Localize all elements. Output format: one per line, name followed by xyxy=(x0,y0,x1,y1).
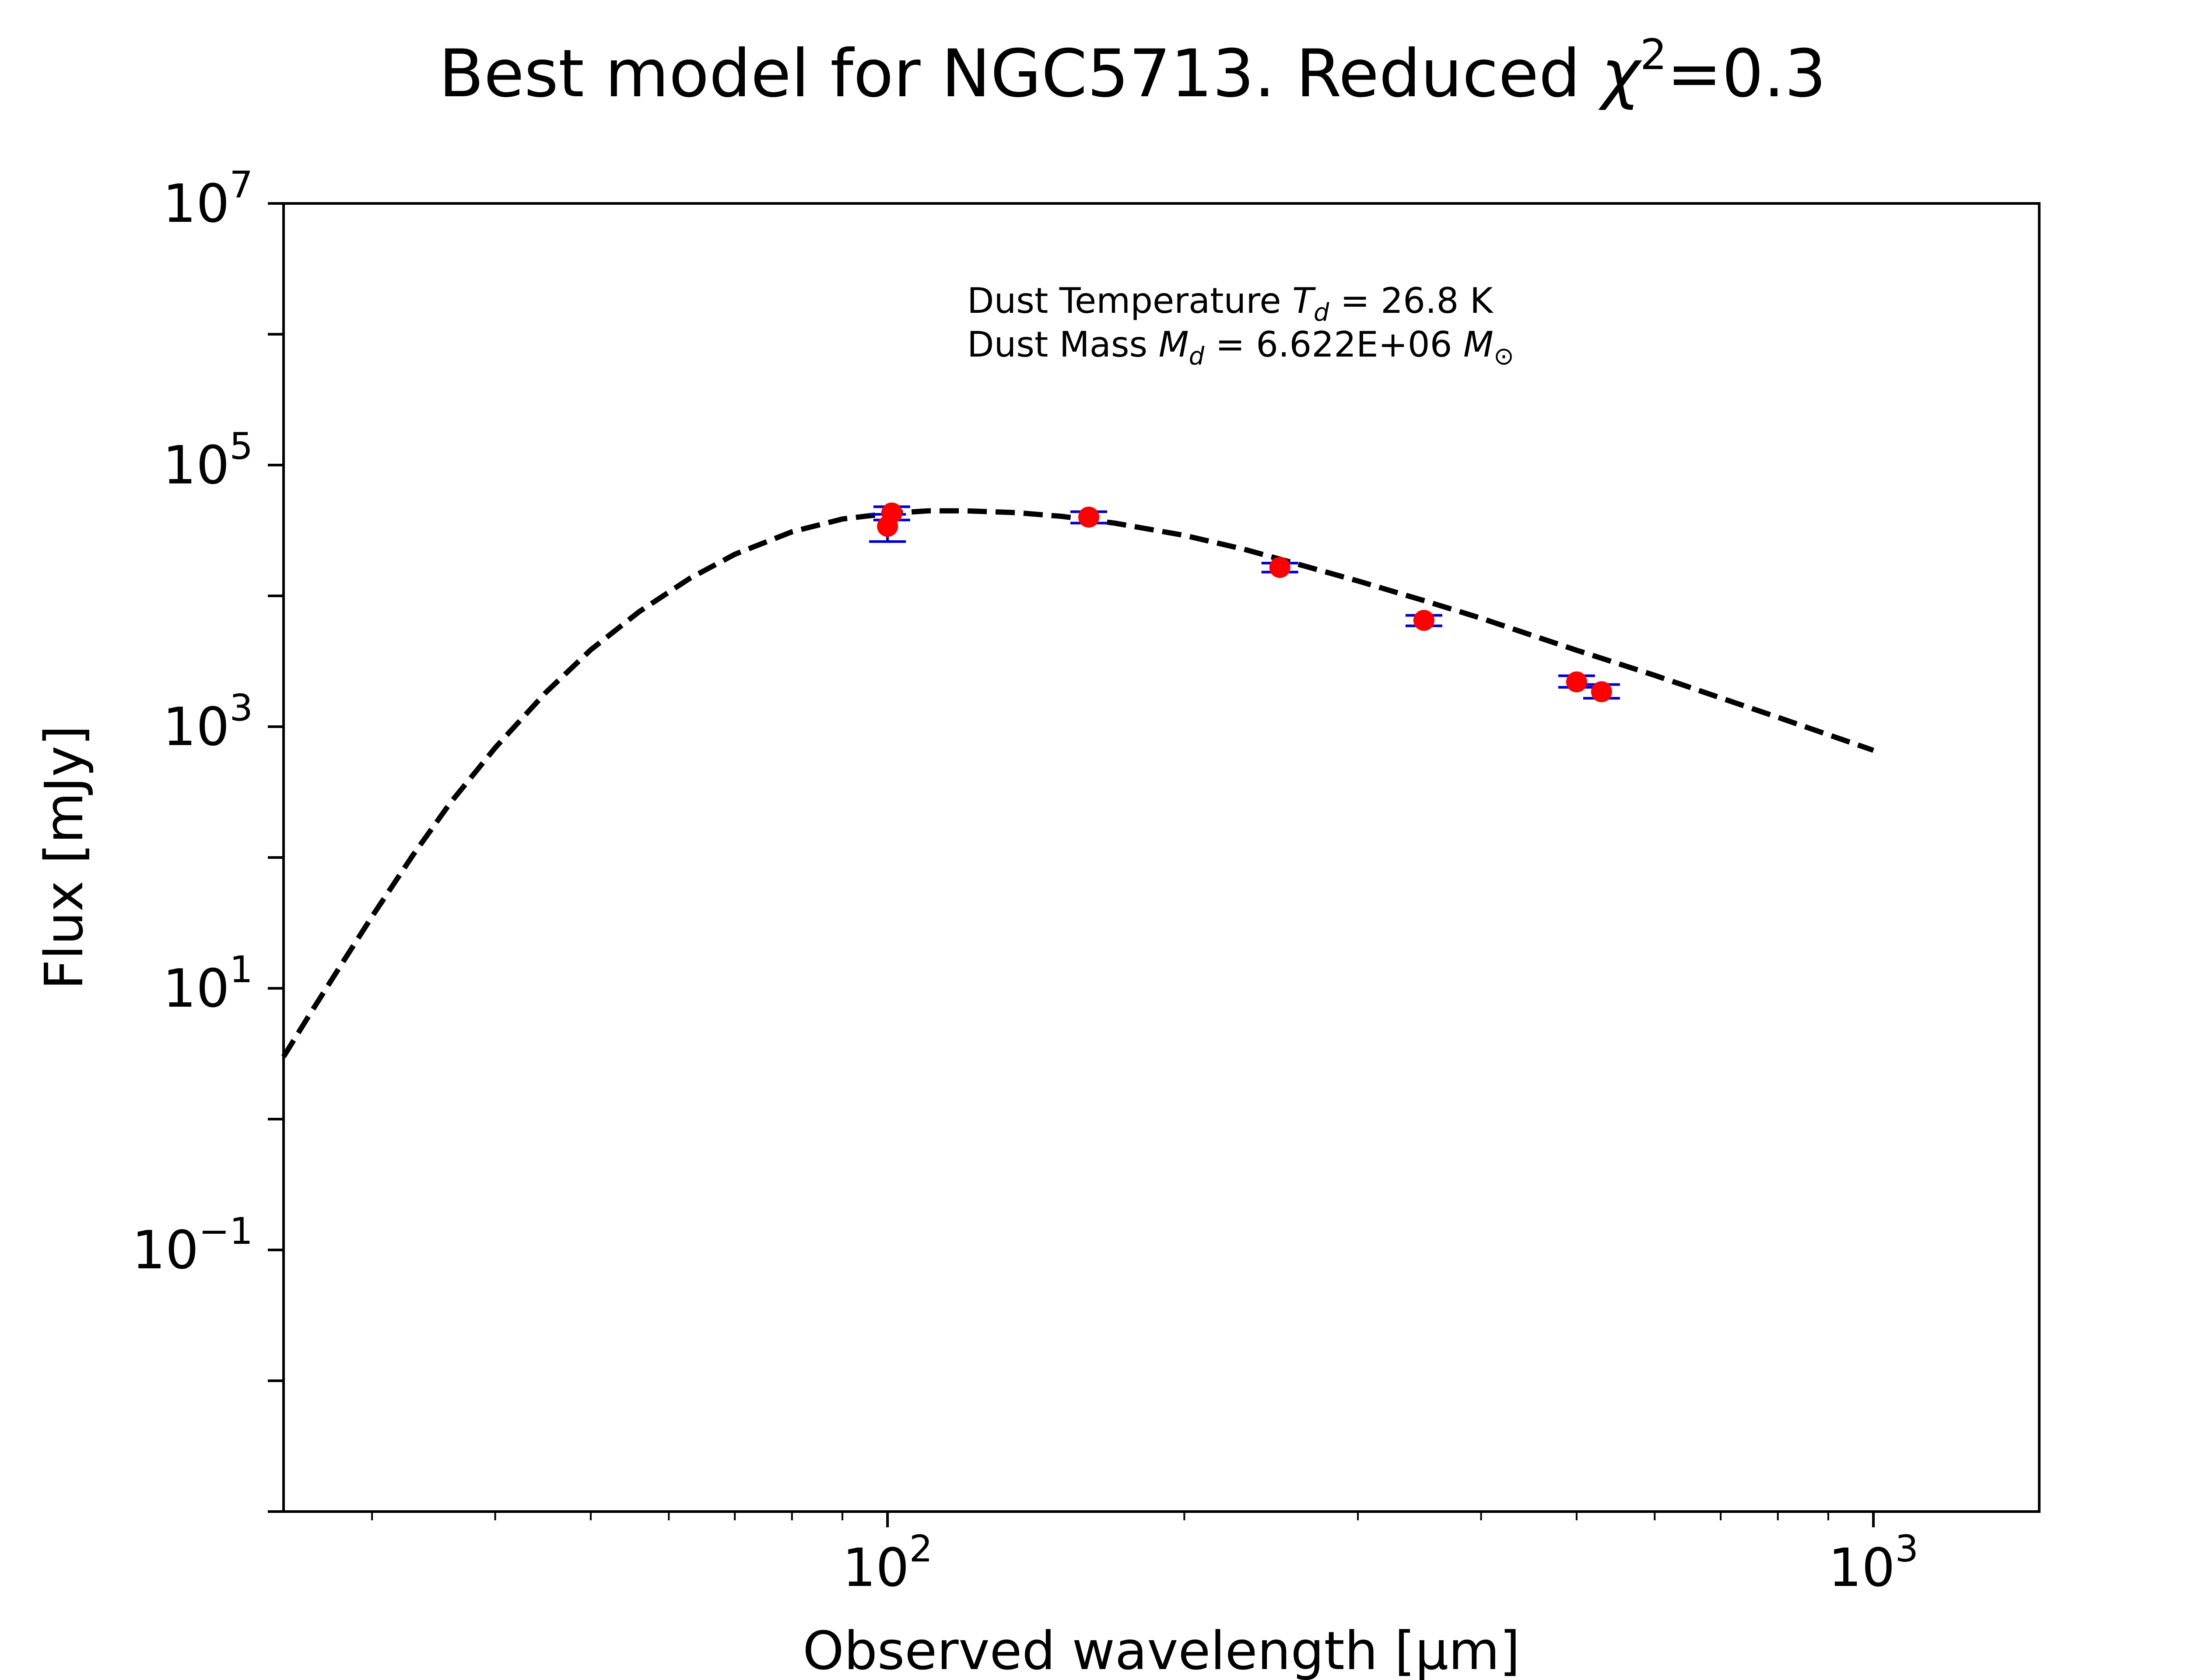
x-tick-label: 103 xyxy=(1828,1527,1918,1599)
annotation-line: Dust Temperature Td = 26.8 K xyxy=(967,280,1494,327)
y-axis-label: Flux [mJy] xyxy=(34,725,95,990)
chart-title: Best model for NGC5713. Reduced χ2=0.3 xyxy=(439,30,1827,112)
x-tick-label: 102 xyxy=(842,1527,933,1599)
chart-title-symbol: χ xyxy=(1598,36,1642,112)
chart-title-tail: =0.3 xyxy=(1667,36,1826,112)
y-tick-label: 103 xyxy=(163,686,253,758)
data-point xyxy=(1591,681,1612,703)
data-point xyxy=(881,502,902,524)
data-point xyxy=(1269,556,1290,578)
y-tick-label: 101 xyxy=(163,948,253,1019)
data-points-layer xyxy=(869,502,1620,703)
model-curve xyxy=(281,508,1875,1058)
y-tick-label: 107 xyxy=(163,163,253,234)
data-point xyxy=(1413,609,1434,631)
model-curve-layer xyxy=(281,508,1875,1058)
y-axis: 10−1 101 103 105 107 xyxy=(132,163,284,1513)
chart-title-superscript: 2 xyxy=(1640,30,1667,79)
data-point xyxy=(1078,506,1100,528)
y-tick-label: 10−1 xyxy=(132,1210,253,1281)
data-point xyxy=(1566,671,1587,693)
x-axis: 102 103 xyxy=(371,1512,1918,1599)
plot-frame xyxy=(282,202,2041,1513)
annotation-line: Dust Mass Md = 6.622E+06 M⊙ xyxy=(967,324,1514,371)
x-axis-label: Observed wavelength [μm] xyxy=(803,1621,1520,1680)
chart-title-main: Best model for NGC5713. Reduced xyxy=(439,36,1602,112)
y-tick-label: 105 xyxy=(163,425,253,496)
